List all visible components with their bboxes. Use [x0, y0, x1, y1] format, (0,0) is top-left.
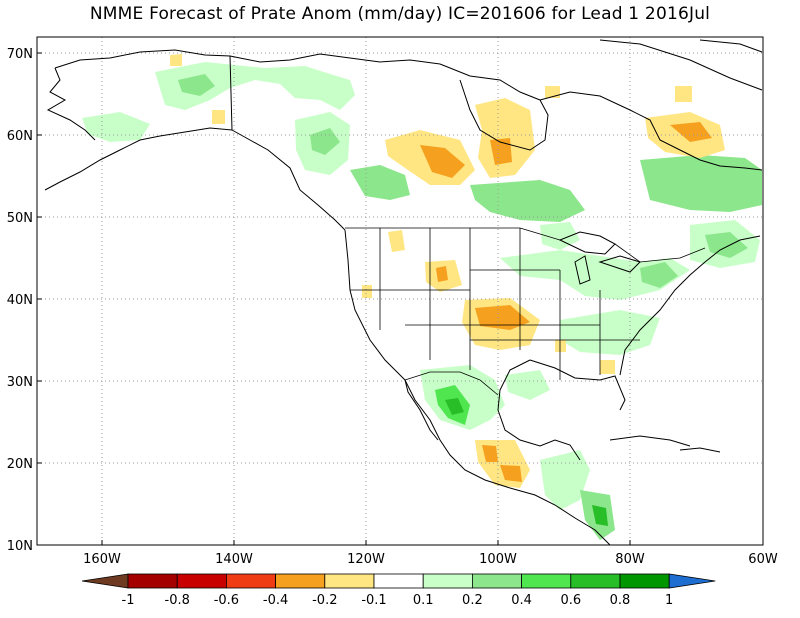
positive-anomaly-areas [82, 62, 762, 540]
colorbar-box [275, 573, 326, 589]
colorbar-label: -1 [122, 593, 135, 608]
lon-label: 100W [479, 552, 517, 567]
colorbar-label: -0.1 [361, 593, 386, 608]
negative-anomaly-areas [170, 54, 725, 488]
lat-label: 60N [7, 129, 33, 144]
lon-label: 80W [615, 552, 645, 567]
colorbar-box [373, 573, 424, 589]
latitude-labels: 70N 60N 50N 40N 30N 20N 10N [7, 47, 33, 554]
colorbar-box [471, 573, 522, 589]
lat-label: 10N [7, 539, 33, 554]
colorbar-label: -0.2 [312, 593, 337, 608]
colorbar-arrow-low [81, 573, 129, 589]
colorbar: -1 -0.8 -0.6 -0.4 -0.2 -0.1 0.1 0.2 0.4 0.6 0.8 1 [81, 573, 716, 608]
lon-label: 140W [215, 552, 253, 567]
colorbar-box [619, 573, 670, 589]
colorbar-label: -0.8 [165, 593, 190, 608]
colorbar-label: 0.1 [413, 593, 434, 608]
colorbar-label: 0.2 [462, 593, 483, 608]
graticule [37, 37, 763, 545]
colorbar-label: 0.4 [511, 593, 532, 608]
colorbar-label: 0.6 [560, 593, 581, 608]
colorbar-label: 0.8 [610, 593, 631, 608]
lat-label: 50N [7, 211, 33, 226]
longitude-labels: 160W 140W 120W 100W 80W 60W [83, 552, 778, 567]
colorbar-box [176, 573, 227, 589]
colorbar-label: -0.6 [214, 593, 239, 608]
political-boundaries [345, 227, 706, 396]
colorbar-box [324, 573, 375, 589]
lat-label: 70N [7, 47, 33, 62]
colorbar-box [225, 573, 276, 589]
colorbar-box [521, 573, 572, 589]
colorbar-box [422, 573, 473, 589]
lat-label: 20N [7, 457, 33, 472]
map-title: NMME Forecast of Prate Anom (mm/day) IC=… [89, 4, 711, 24]
colorbar-arrow-high [668, 573, 716, 589]
lon-label: 60W [748, 552, 778, 567]
colorbar-box [127, 573, 178, 589]
axis-ticks [37, 52, 631, 545]
lat-label: 40N [7, 293, 33, 308]
lat-label: 30N [7, 375, 33, 390]
colorbar-label: -0.4 [263, 593, 288, 608]
colorbar-label: 1 [665, 593, 673, 608]
lon-label: 160W [83, 552, 121, 567]
colorbar-box [570, 573, 621, 589]
lon-label: 120W [347, 552, 385, 567]
